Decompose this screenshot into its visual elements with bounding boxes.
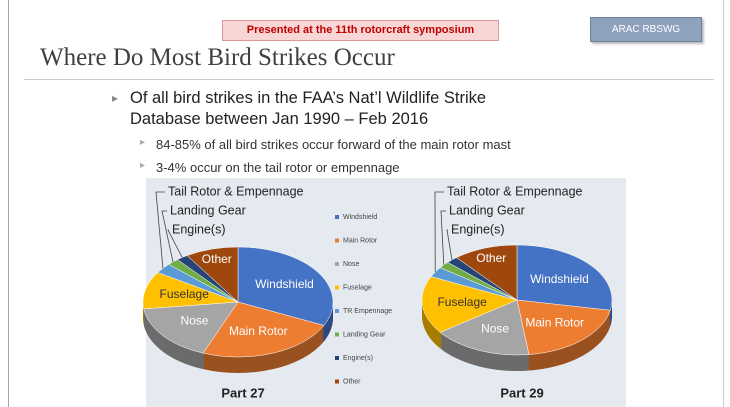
callout-line: [161, 210, 174, 262]
slice: [143, 301, 239, 354]
slice: [455, 244, 518, 301]
slice: [186, 246, 239, 303]
legend-swatch: [335, 238, 339, 243]
bullet: Of all bird strikes in the FAA’s Nat’l W…: [112, 88, 550, 130]
callout-line: [434, 191, 444, 273]
legend-label: Fuselage: [343, 284, 372, 291]
slice: [202, 301, 325, 358]
legend-swatch: [335, 285, 339, 290]
slice-label: Fuselage: [160, 287, 210, 301]
slide-title: Where Do Most Bird Strikes Occur: [40, 44, 395, 71]
legend-swatch: [335, 309, 339, 313]
legend-label: Windshield: [343, 214, 377, 221]
callout: Engine(s): [172, 222, 226, 236]
slice: [516, 299, 611, 355]
banner: Presented at the 11th rotorcraft symposi…: [222, 20, 499, 41]
callout: Tail Rotor & Empennage: [168, 184, 304, 198]
callout-line: [155, 191, 165, 269]
slice: [421, 276, 518, 333]
chart-title: Part 27: [221, 385, 264, 400]
title-rule: [24, 79, 714, 80]
slice: [142, 272, 239, 310]
slice-label: Windshield: [255, 277, 314, 291]
callout: Tail Rotor & Empennage: [447, 184, 583, 198]
callout-line: [167, 229, 183, 258]
slice-label: Other: [202, 252, 232, 266]
slice-label: Fuselage: [437, 295, 487, 309]
legend-label: Nose: [343, 261, 359, 268]
callout-line: [440, 210, 446, 265]
callout-line: [446, 229, 453, 260]
legend-swatch: [335, 215, 339, 219]
callout: Landing Gear: [449, 203, 525, 217]
legend-swatch: [335, 262, 339, 266]
legend-label: Other: [343, 378, 361, 385]
slice-label: Other: [476, 251, 506, 265]
slice-label: Nose: [481, 321, 509, 335]
slice-label: Main Rotor: [525, 315, 584, 329]
slice: [237, 246, 334, 326]
slice-label: Nose: [180, 314, 208, 328]
legend-label: Main Rotor: [343, 237, 378, 244]
slice: [516, 244, 613, 311]
slice: [439, 299, 530, 356]
sub-bullet: 3-4% occur on the tail rotor or empennag…: [140, 160, 400, 175]
legend-label: Engine(s): [343, 355, 373, 362]
badge: ARAC RBSWG: [590, 17, 702, 42]
callout: Engine(s): [451, 222, 505, 236]
slice-label: Windshield: [530, 272, 589, 286]
slice-label: Main Rotor: [229, 324, 288, 338]
legend-swatch: [335, 332, 339, 337]
sub-bullet: 84-85% of all bird strikes occur forward…: [140, 137, 511, 152]
legend-swatch: [335, 356, 339, 360]
legend-label: TR Empennage: [343, 308, 392, 315]
legend-label: Landing Gear: [343, 331, 386, 338]
legend-swatch: [335, 379, 339, 384]
callout: Landing Gear: [170, 203, 246, 217]
chart-title: Part 29: [500, 385, 543, 400]
